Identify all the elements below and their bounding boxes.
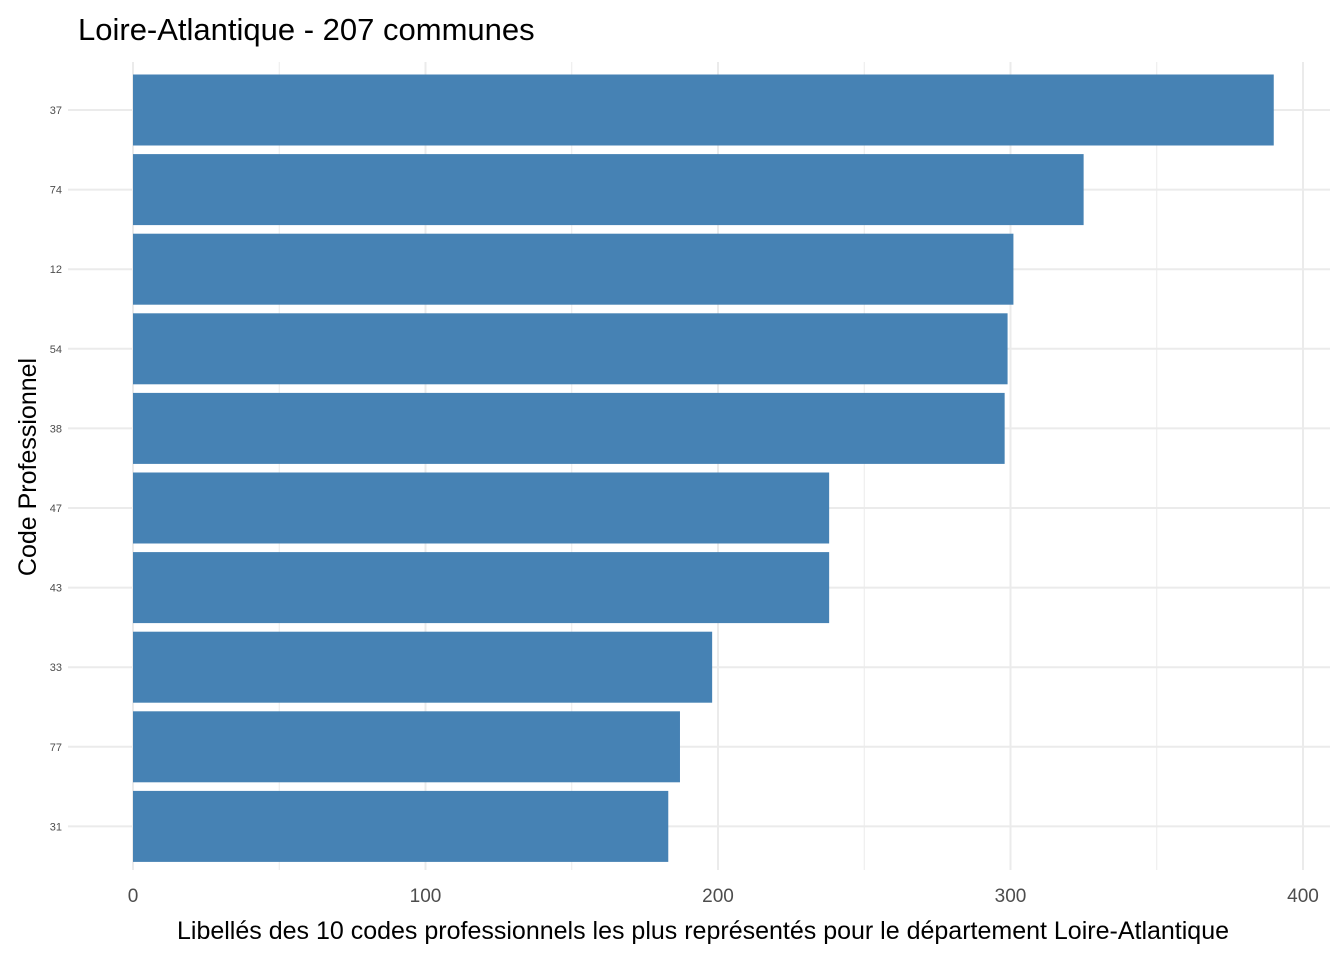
bar (133, 392, 1005, 464)
y-tick-labels: 37 74 12 54 38 47 43 33 77 31 (50, 105, 62, 833)
y-tick-label: 74 (50, 185, 62, 197)
chart-title: Loire-Atlantique - 207 communes (78, 12, 535, 47)
x-tick-labels: 0 100 200 300 400 (128, 886, 1319, 907)
y-tick-label: 31 (50, 821, 62, 833)
x-tick-label: 100 (410, 886, 442, 907)
bars (133, 74, 1274, 862)
y-axis-label: Code Professionnel (14, 358, 42, 576)
bar (133, 233, 1014, 305)
bar (133, 790, 669, 862)
bar (133, 472, 830, 544)
y-tick-label: 38 (50, 423, 62, 435)
bar (133, 631, 713, 703)
x-tick-label: 200 (702, 886, 734, 907)
bar (133, 74, 1274, 146)
bar (133, 552, 830, 624)
y-tick-label: 54 (50, 344, 62, 356)
y-tick-label: 37 (50, 105, 62, 117)
x-axis-label: Libellés des 10 codes professionnels les… (177, 917, 1229, 945)
bar (133, 154, 1084, 226)
bar (133, 313, 1008, 385)
y-tick-label: 77 (50, 742, 62, 754)
y-tick-label: 47 (50, 503, 62, 515)
x-tick-label: 400 (1287, 886, 1319, 907)
y-tick-label: 33 (50, 662, 62, 674)
x-tick-label: 300 (995, 886, 1027, 907)
y-tick-label: 43 (50, 583, 62, 595)
x-tick-label: 0 (128, 886, 139, 907)
bar (133, 711, 680, 783)
y-tick-label: 12 (50, 264, 62, 276)
